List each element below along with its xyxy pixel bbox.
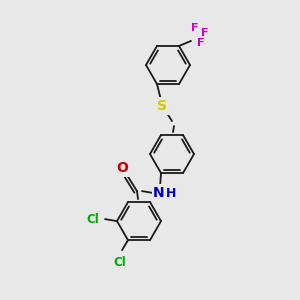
Text: F: F	[201, 28, 209, 38]
Text: F: F	[197, 38, 205, 48]
Text: S: S	[157, 99, 167, 113]
Text: Cl: Cl	[114, 256, 126, 269]
Text: N: N	[153, 186, 165, 200]
Text: O: O	[116, 161, 128, 175]
Text: Cl: Cl	[87, 213, 99, 226]
Text: F: F	[191, 23, 199, 33]
Text: H: H	[166, 187, 176, 200]
